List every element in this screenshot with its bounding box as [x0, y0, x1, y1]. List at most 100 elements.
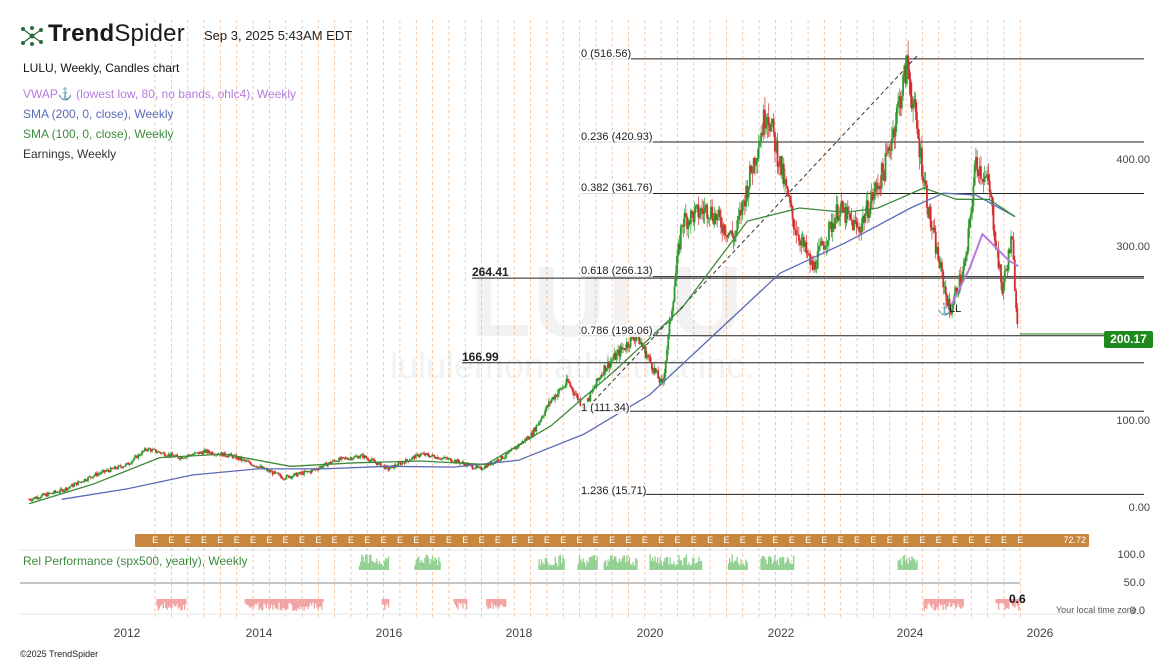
earnings-marker-32[interactable]: E [674, 535, 681, 545]
earnings-marker-50[interactable]: E [968, 535, 975, 545]
earnings-marker-40[interactable]: E [805, 535, 812, 545]
candle-body-541 [707, 218, 710, 219]
earnings-marker-51[interactable]: E [984, 535, 991, 545]
earnings-marker-43[interactable]: E [854, 535, 861, 545]
earnings-marker-23[interactable]: E [527, 535, 534, 545]
earnings-marker-28[interactable]: E [609, 535, 616, 545]
earnings-marker-34[interactable]: E [707, 535, 714, 545]
earnings-marker-49[interactable]: E [952, 535, 959, 545]
earnings-marker-35[interactable]: E [723, 535, 730, 545]
earnings-marker-0[interactable]: E [152, 535, 159, 545]
indicator-sma200[interactable]: SMA (200, 0, close), Weekly [23, 107, 174, 121]
rel-bar-pos-192 [791, 563, 794, 570]
earnings-marker-26[interactable]: E [576, 535, 583, 545]
earnings-marker-46[interactable]: E [903, 535, 910, 545]
rel-bar-pos-24 [414, 565, 416, 570]
earnings-marker-1[interactable]: E [168, 535, 175, 545]
earnings-marker-37[interactable]: E [756, 535, 763, 545]
candle-body-631 [820, 241, 823, 246]
earnings-marker-10[interactable]: E [315, 535, 322, 545]
earnings-marker-29[interactable]: E [625, 535, 632, 545]
rel-bar-pos-34 [426, 555, 429, 570]
rel-performance-label[interactable]: Rel Performance (spx500, yearly), Weekly [23, 554, 248, 568]
candle-body-10 [40, 495, 43, 498]
earnings-marker-39[interactable]: E [788, 535, 795, 545]
earnings-marker-11[interactable]: E [331, 535, 338, 545]
candle-body-592 [771, 118, 774, 124]
candle-body-195 [273, 471, 275, 475]
earnings-marker-14[interactable]: E [380, 535, 387, 545]
earnings-marker-27[interactable]: E [592, 535, 599, 545]
rel-bar-pos-162 [741, 564, 743, 570]
candle-body-38 [75, 482, 78, 486]
candle-body-373 [496, 459, 499, 462]
candle-body-676 [877, 185, 879, 190]
timezone-note[interactable]: Your local time zone [1056, 605, 1137, 615]
indicator-earnings[interactable]: Earnings, Weekly [23, 147, 117, 161]
earnings-marker-52[interactable]: E [1000, 535, 1007, 545]
earnings-marker-21[interactable]: E [494, 535, 501, 545]
rel-bar-pos-47 [540, 559, 543, 570]
earnings-marker-38[interactable]: E [772, 535, 779, 545]
candle-body-33 [69, 486, 72, 488]
earnings-marker-20[interactable]: E [478, 535, 485, 545]
earnings-marker-41[interactable]: E [821, 535, 828, 545]
earnings-marker-45[interactable]: E [886, 535, 893, 545]
candle-body-88 [138, 454, 141, 456]
rel-bar-neg-252 [267, 599, 269, 604]
earnings-marker-16[interactable]: E [413, 535, 420, 545]
rel-bar-pos-180 [776, 559, 779, 570]
earnings-marker-24[interactable]: E [543, 535, 550, 545]
earnings-marker-25[interactable]: E [560, 535, 567, 545]
earnings-marker-22[interactable]: E [511, 535, 518, 545]
indicator-sma100[interactable]: SMA (100, 0, close), Weekly [23, 127, 174, 141]
earnings-marker-6[interactable]: E [250, 535, 257, 545]
rel-bar-pos-22 [386, 559, 388, 570]
candle-body-207 [288, 475, 290, 478]
earnings-marker-44[interactable]: E [870, 535, 877, 545]
rel-bar-pos-65 [563, 559, 565, 570]
candle-body-186 [261, 466, 264, 468]
candle-body-255 [348, 458, 351, 460]
candle-body-372 [495, 461, 498, 462]
rel-bar-neg-265 [283, 599, 285, 609]
rel-bar-pos-16 [378, 561, 381, 570]
earnings-marker-2[interactable]: E [184, 535, 191, 545]
indicator-vwap[interactable]: VWAP⚓ (lowest low, 80, no bands, ohlc4),… [23, 87, 297, 101]
earnings-marker-3[interactable]: E [201, 535, 208, 545]
earnings-marker-5[interactable]: E [233, 535, 240, 545]
earnings-marker-4[interactable]: E [217, 535, 224, 545]
candle-body-181 [255, 465, 258, 468]
candle-body-715 [926, 184, 928, 208]
earnings-marker-9[interactable]: E [299, 535, 306, 545]
earnings-marker-42[interactable]: E [837, 535, 844, 545]
earnings-marker-47[interactable]: E [919, 535, 926, 545]
earnings-marker-17[interactable]: E [429, 535, 436, 545]
earnings-marker-8[interactable]: E [282, 535, 289, 545]
earnings-marker-30[interactable]: E [641, 535, 648, 545]
earnings-marker-48[interactable]: E [935, 535, 942, 545]
rel-bar-pos-84 [606, 565, 608, 570]
earnings-marker-15[interactable]: E [396, 535, 403, 545]
candle-body-782 [1010, 236, 1012, 254]
earnings-marker-33[interactable]: E [690, 535, 697, 545]
candle-body-633 [823, 245, 825, 250]
earnings-marker-19[interactable]: E [462, 535, 469, 545]
rel-bar-pos-49 [543, 564, 545, 570]
earnings-marker-7[interactable]: E [266, 535, 273, 545]
earnings-marker-18[interactable]: E [445, 535, 452, 545]
rel-bar-pos-125 [669, 557, 671, 570]
candle-body-625 [813, 261, 815, 270]
earnings-marker-13[interactable]: E [364, 535, 371, 545]
candle-body-7 [36, 497, 39, 499]
earnings-marker-31[interactable]: E [658, 535, 665, 545]
earnings-marker-53[interactable]: E [1017, 535, 1024, 545]
candle-body-23 [57, 492, 59, 493]
candle-body-574 [748, 165, 751, 187]
earnings-marker-36[interactable]: E [739, 535, 746, 545]
candle-body-87 [137, 454, 140, 459]
earnings-marker-12[interactable]: E [347, 535, 354, 545]
candle-body-44 [83, 479, 86, 482]
